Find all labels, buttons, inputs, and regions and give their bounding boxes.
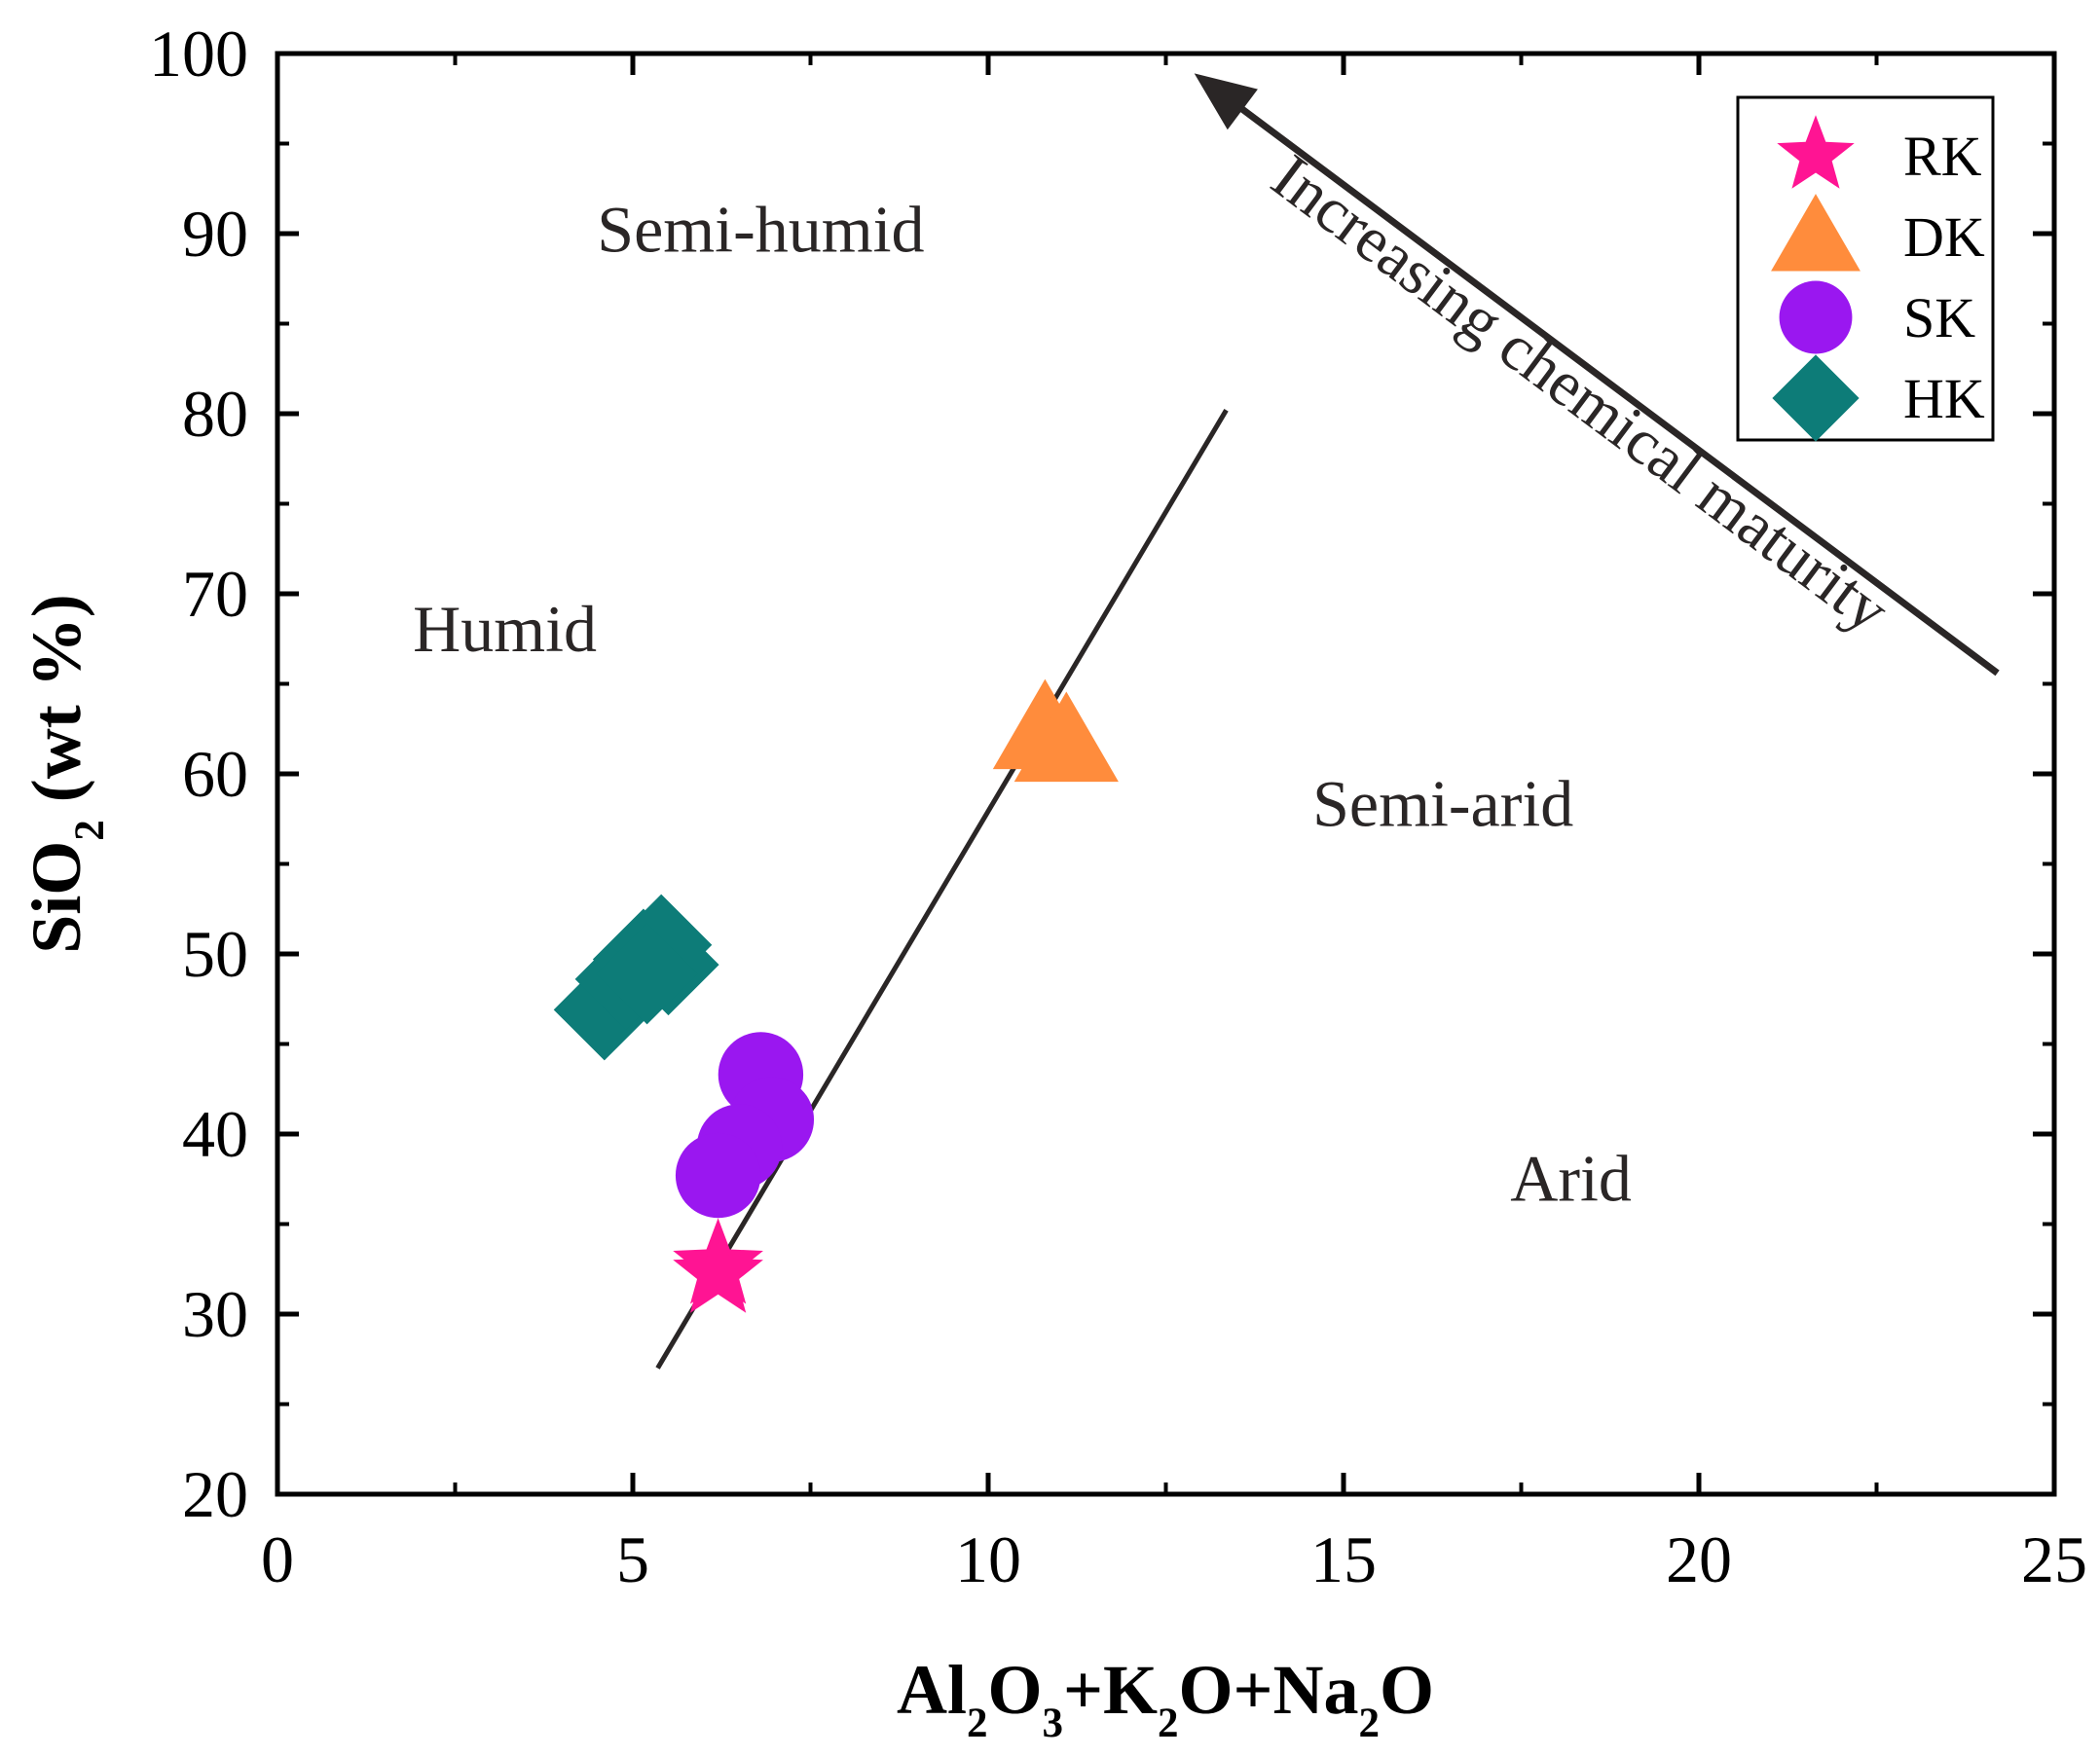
data-point-sk	[675, 1132, 761, 1219]
data-points	[553, 678, 1119, 1313]
legend-label-rk: RK	[1903, 125, 1982, 188]
y-tick-label: 80	[182, 377, 248, 451]
x-tick-label: 10	[955, 1522, 1021, 1596]
legend-marker-dk	[1771, 194, 1861, 272]
x-tick-label: 15	[1310, 1522, 1377, 1596]
x-axis-title: Al2O3+K2O+Na2O	[897, 1651, 1434, 1746]
y-tick-label: 30	[182, 1277, 248, 1351]
legend-marker-hk	[1772, 354, 1860, 442]
y-tick-label: 70	[182, 557, 248, 631]
legend: RK DK SK HK	[1736, 95, 1995, 442]
legend-label-sk: SK	[1903, 286, 1975, 349]
y-tick-label: 20	[182, 1457, 248, 1531]
data-point-dk	[1013, 691, 1119, 783]
x-tick-label: 20	[1666, 1522, 1732, 1596]
data-point-hk	[596, 923, 698, 1025]
y-axis-title: SiO2 (wt %)	[18, 594, 113, 954]
legend-label-dk: DK	[1903, 205, 1985, 269]
legend-marker-sk	[1779, 280, 1853, 354]
y-tick-label: 60	[182, 737, 248, 811]
y-tick-label: 100	[149, 17, 248, 91]
legend-label-hk: HK	[1903, 367, 1985, 430]
arrow-shaft	[1235, 103, 2000, 677]
series-dk	[992, 678, 1119, 783]
axis-tick-labels: 0 5 10 15 20 25 20 30 40 50 60 70 80 90 100	[149, 17, 2087, 1596]
x-tick-label: 25	[2021, 1522, 2087, 1596]
data-point-rk	[673, 1226, 763, 1313]
y-tick-label: 40	[182, 1097, 248, 1171]
axis-ticks	[275, 51, 2057, 1497]
y-tick-label: 50	[182, 917, 248, 991]
series-rk	[673, 1218, 763, 1313]
series-hk	[553, 894, 719, 1061]
region-label-semi-humid: Semi-humid	[597, 192, 924, 266]
x-tick-label: 5	[616, 1522, 649, 1596]
region-label-arid: Arid	[1510, 1141, 1632, 1215]
series-sk	[675, 1032, 815, 1219]
region-label-semi-arid: Semi-arid	[1312, 766, 1573, 840]
region-label-humid: Humid	[413, 592, 597, 666]
climate-boundary-line	[655, 409, 1229, 1370]
arrow-head	[1194, 73, 1258, 130]
legend-marker-rk	[1777, 115, 1855, 189]
region-labels: Semi-humid Humid Semi-arid Arid	[413, 192, 1632, 1215]
y-tick-label: 90	[182, 197, 248, 271]
x-tick-label: 0	[261, 1522, 294, 1596]
